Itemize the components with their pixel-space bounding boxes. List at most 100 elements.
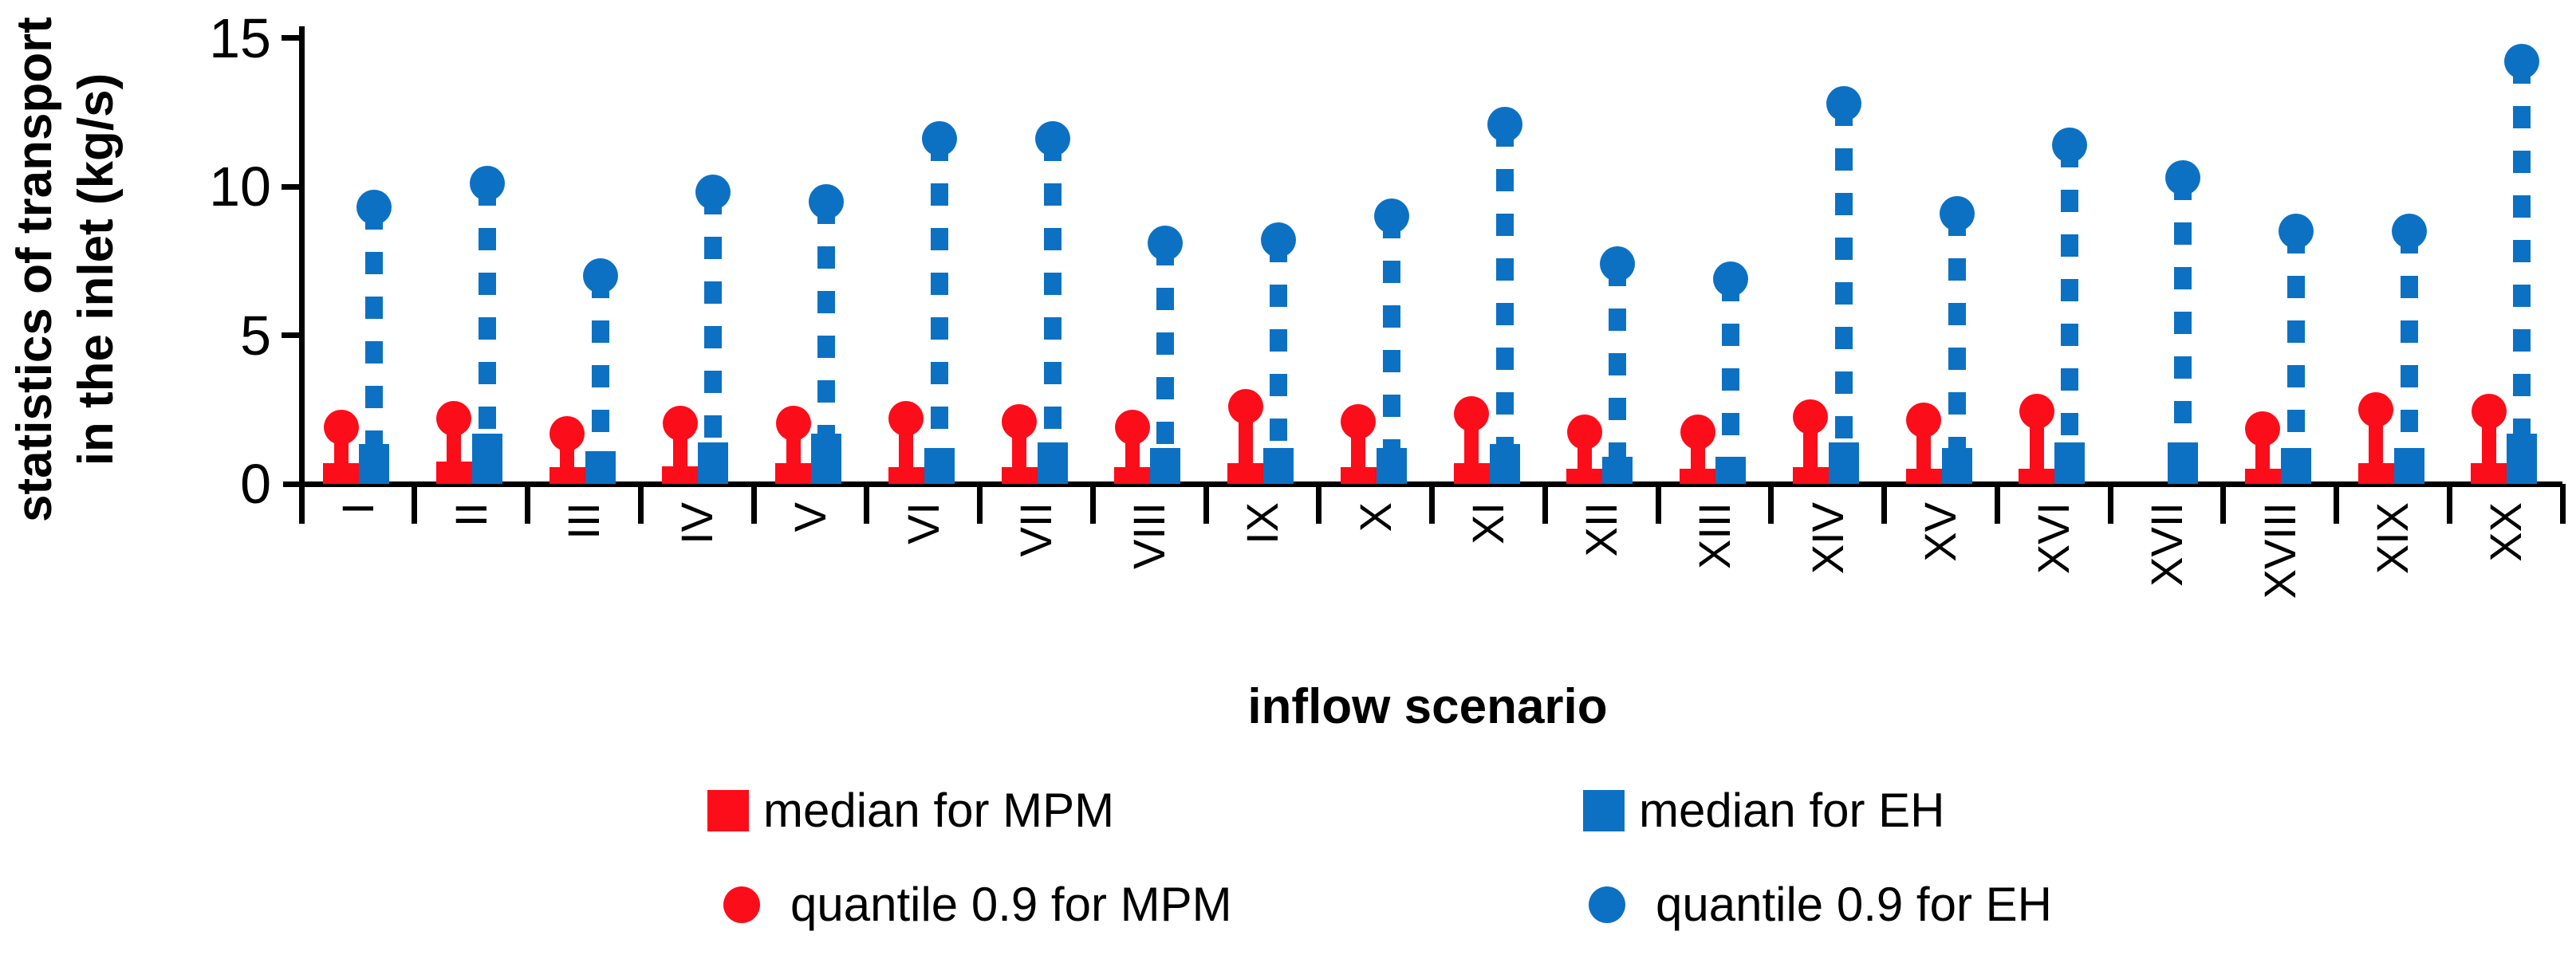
dot-quantile-eh [1713,261,1748,297]
bar-median-mpm [1792,467,1829,484]
bar-median-mpm [1114,467,1151,484]
bar-median-eh [811,433,841,484]
x-tick [2220,484,2227,524]
dot-quantile-mpm [1114,410,1150,446]
stem-quantile-eh [478,183,496,434]
quantile-mpm-dot-icon [723,886,760,923]
y-tick-label: 0 [240,453,271,515]
dot-quantile-mpm [662,405,698,441]
bar-median-eh [1602,457,1633,484]
dot-quantile-mpm [2245,411,2281,446]
x-tick [750,484,757,524]
bar-median-eh [1828,442,1859,484]
x-tick-label-x: X [1349,502,1400,533]
bar-median-mpm [1340,467,1377,484]
y-axis-title-line1: statistics of transport [7,17,62,522]
y-tick [282,332,301,338]
bar-median-eh [2168,442,2198,484]
dot-quantile-eh [1939,195,1975,231]
dot-quantile-eh [1600,246,1636,281]
x-axis-title: inflow scenario [1247,679,1608,734]
y-tick-label: 5 [240,304,271,367]
x-tick-label-xix: XIX [2367,502,2418,575]
x-tick [1994,484,2000,524]
dot-quantile-mpm [775,405,811,441]
dot-quantile-eh [1034,121,1070,157]
bar-median-eh [1376,448,1407,484]
dot-quantile-mpm [323,410,359,446]
x-tick-label-xvi: XVI [2028,502,2079,575]
stem-quantile-eh [930,139,948,449]
stem-quantile-eh [365,207,383,444]
x-tick [412,484,418,524]
bar-median-eh [2054,442,2086,484]
bar-median-eh [924,448,955,484]
legend-item-median-eh: median for EH [1583,784,1945,837]
dot-quantile-mpm [1002,403,1037,439]
dot-quantile-eh [1373,198,1409,234]
dot-quantile-mpm [1680,414,1715,450]
x-tick [1429,484,1435,524]
x-tick-label-xvii: XVII [2141,502,2192,587]
x-axis-line [283,481,2562,487]
bar-median-eh [698,442,729,484]
y-tick [282,35,301,41]
dot-quantile-mpm [1906,402,1941,438]
dot-quantile-mpm [436,400,472,436]
stem-quantile-eh [1382,216,1400,449]
y-tick-label: 15 [209,6,271,69]
bar-median-mpm [888,467,924,484]
bar-median-eh [2507,433,2538,484]
legend-label-quantile-mpm: quantile 0.9 for MPM [790,878,1232,931]
bar-median-eh [1715,457,1746,484]
stem-quantile-eh [2400,230,2418,449]
stem-quantile-eh [2061,144,2079,442]
bar-median-mpm [1001,467,1038,484]
dot-quantile-eh [695,175,731,210]
stem-quantile-eh [1270,240,1287,449]
bar-median-eh [1941,448,1972,484]
bar-median-mpm [775,462,811,484]
y-tick [282,183,301,190]
dot-quantile-eh [1148,225,1184,261]
stem-quantile-eh [1722,278,1739,458]
dot-quantile-eh [2165,159,2200,195]
stem-quantile-eh [1043,139,1062,442]
stem-quantile-eh [2286,230,2305,449]
x-tick-label-viii: VIII [1124,502,1175,570]
x-tick-label-ix: IX [1236,502,1287,544]
x-tick [1089,484,1096,524]
x-tick-label-xx: XX [2480,502,2531,562]
x-tick-label-iv: IV [672,502,723,544]
stem-quantile-eh [591,275,609,451]
stem-quantile-eh [2174,177,2192,442]
bar-median-mpm [2019,469,2055,484]
bar-median-eh [585,450,616,484]
bar-median-eh [2280,448,2311,484]
x-tick [2334,484,2339,524]
x-tick [2559,484,2566,524]
x-tick-label-vi: VI [897,502,948,544]
x-tick-label-xi: XI [1463,502,1514,544]
bar-median-mpm [662,466,699,484]
bar-median-mpm [1453,462,1490,484]
x-tick [525,484,530,524]
stem-quantile-eh [1834,103,1853,442]
bar-median-mpm [1905,469,1942,484]
x-tick [2107,484,2113,524]
x-tick-label-i: I [332,502,383,515]
stem-quantile-eh [704,192,723,442]
legend-item-median-mpm: median for MPM [707,784,1114,837]
bar-median-mpm [1566,469,1603,484]
x-tick-label-xii: XII [1576,502,1627,557]
legend-label-median-mpm: median for MPM [763,784,1115,837]
dot-quantile-mpm [2019,393,2054,429]
legend-item-quantile-mpm: quantile 0.9 for MPM [723,878,1232,931]
bar-median-eh [1037,442,1068,484]
dot-quantile-eh [469,166,505,202]
stem-quantile-eh [1948,213,1966,449]
bar-median-mpm [2471,462,2507,484]
dot-quantile-mpm [2358,391,2393,427]
legend-label-quantile-eh: quantile 0.9 for EH [1656,878,2052,931]
dot-quantile-mpm [2471,393,2507,429]
